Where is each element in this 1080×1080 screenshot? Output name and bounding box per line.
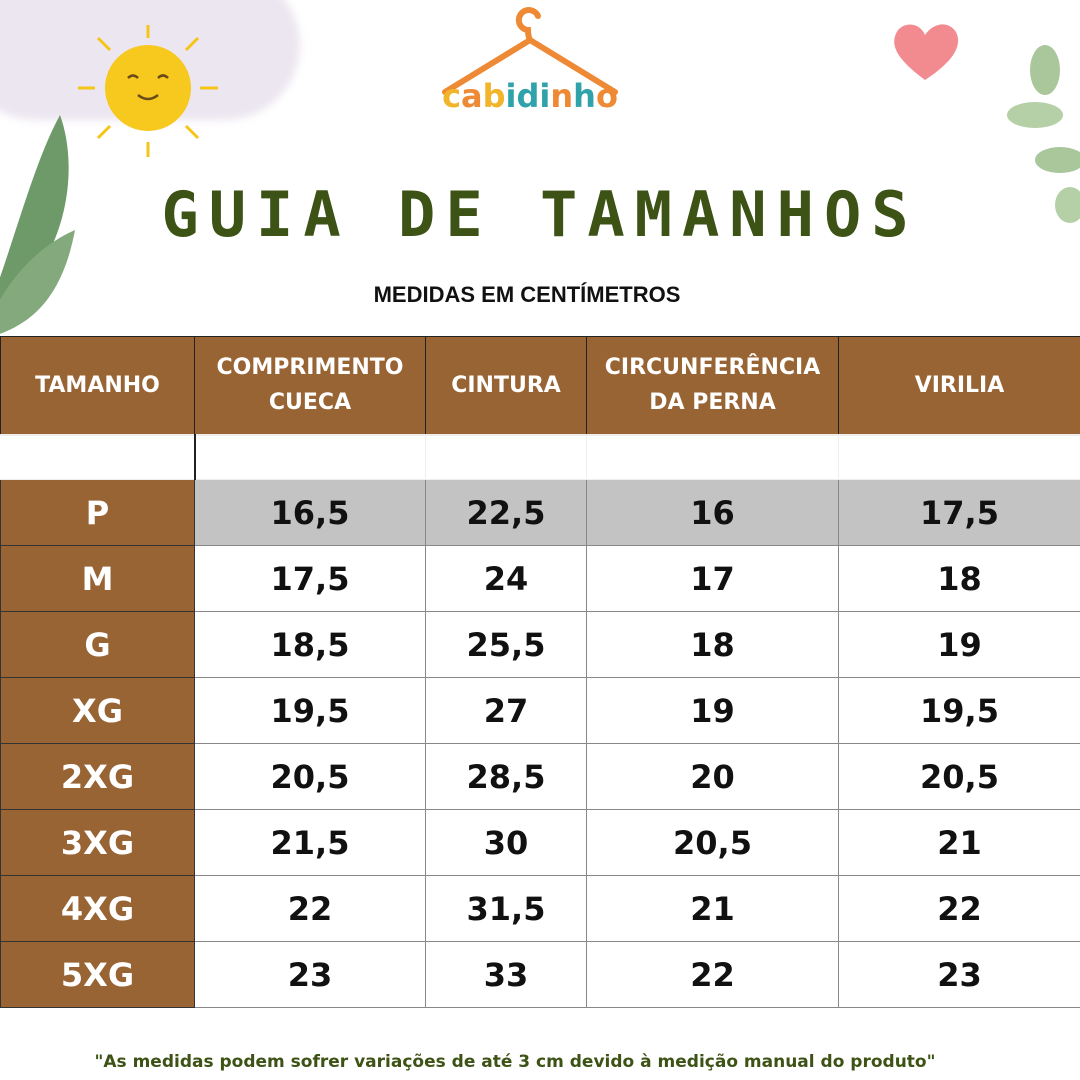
size-label: XG [0,677,195,744]
measurement-cell: 25,5 [425,611,587,678]
column-header: TAMANHO [0,336,195,435]
measurement-cell: 22 [194,875,426,942]
measurement-cell: 20 [586,743,839,810]
size-label: 3XG [0,809,195,876]
page-title: GUIA DE TAMANHOS [161,178,919,251]
table-row: M 17,5 24 17 18 [0,545,1080,612]
measurement-cell: 22 [586,941,839,1008]
measurement-cell: 16,5 [194,479,426,546]
size-label: 5XG [0,941,195,1008]
measurement-cell: 17 [586,545,839,612]
measurement-cell: 30 [425,809,587,876]
size-label: 2XG [0,743,195,810]
size-table: TAMANHO COMPRIMENTO CUECA CINTURA CIRCUNFER… [0,336,1080,1008]
measurement-cell: 27 [425,677,587,744]
measurement-cell: 28,5 [425,743,587,810]
measurement-cell: 20,5 [586,809,839,876]
measurement-cell: 33 [425,941,587,1008]
spacer-row [0,433,1080,480]
column-header: COMPRIMENTO CUECA [194,336,426,435]
measurement-cell: 17,5 [838,479,1080,546]
measurement-cell: 23 [194,941,426,1008]
column-header: CIRCUNFERÊNCIA DA PERNA [586,336,839,435]
measurement-cell: 19,5 [838,677,1080,744]
measurement-cell: 18 [838,545,1080,612]
measurement-cell: 23 [838,941,1080,1008]
table-row: G 18,5 25,5 18 19 [0,611,1080,678]
measurement-cell: 16 [586,479,839,546]
disclaimer-note: "As medidas podem sofrer variações de at… [94,1052,936,1072]
column-header: CINTURA [425,336,587,435]
size-label: M [0,545,195,612]
table-row: P 16,5 22,5 16 17,5 [0,479,1080,546]
size-label: G [0,611,195,678]
table-row: XG 19,5 27 19 19,5 [0,677,1080,744]
leaf-left-decoration [0,115,75,334]
measurement-cell: 20,5 [194,743,426,810]
measurement-cell: 19 [838,611,1080,678]
sun-icon [78,25,218,157]
measurement-cell: 19 [586,677,839,744]
measurement-cell: 21 [586,875,839,942]
brand-logo: cabidinho [430,4,630,116]
measurement-cell: 31,5 [425,875,587,942]
measurement-cell: 22,5 [425,479,587,546]
measurement-cell: 17,5 [194,545,426,612]
measurement-cell: 18,5 [194,611,426,678]
table-header-row: TAMANHO COMPRIMENTO CUECA CINTURA CIRCUNFER… [0,336,1080,435]
column-header: VIRILIA [838,336,1080,435]
table-row: 3XG 21,5 30 20,5 21 [0,809,1080,876]
measurement-cell: 24 [425,545,587,612]
table-row: 4XG 22 31,5 21 22 [0,875,1080,942]
table-row: 5XG 23 33 22 23 [0,941,1080,1008]
measurement-cell: 21 [838,809,1080,876]
table-row: 2XG 20,5 28,5 20 20,5 [0,743,1080,810]
leaf-right-decoration [1007,45,1080,223]
heart-icon [894,24,959,80]
page-subtitle: MEDIDAS EM CENTÍMETROS [373,282,681,307]
measurement-cell: 21,5 [194,809,426,876]
measurement-cell: 19,5 [194,677,426,744]
size-label: 4XG [0,875,195,942]
svg-text:cabidinho: cabidinho [442,77,618,115]
measurement-cell: 20,5 [838,743,1080,810]
measurement-cell: 18 [586,611,839,678]
size-label: P [0,479,195,546]
measurement-cell: 22 [838,875,1080,942]
